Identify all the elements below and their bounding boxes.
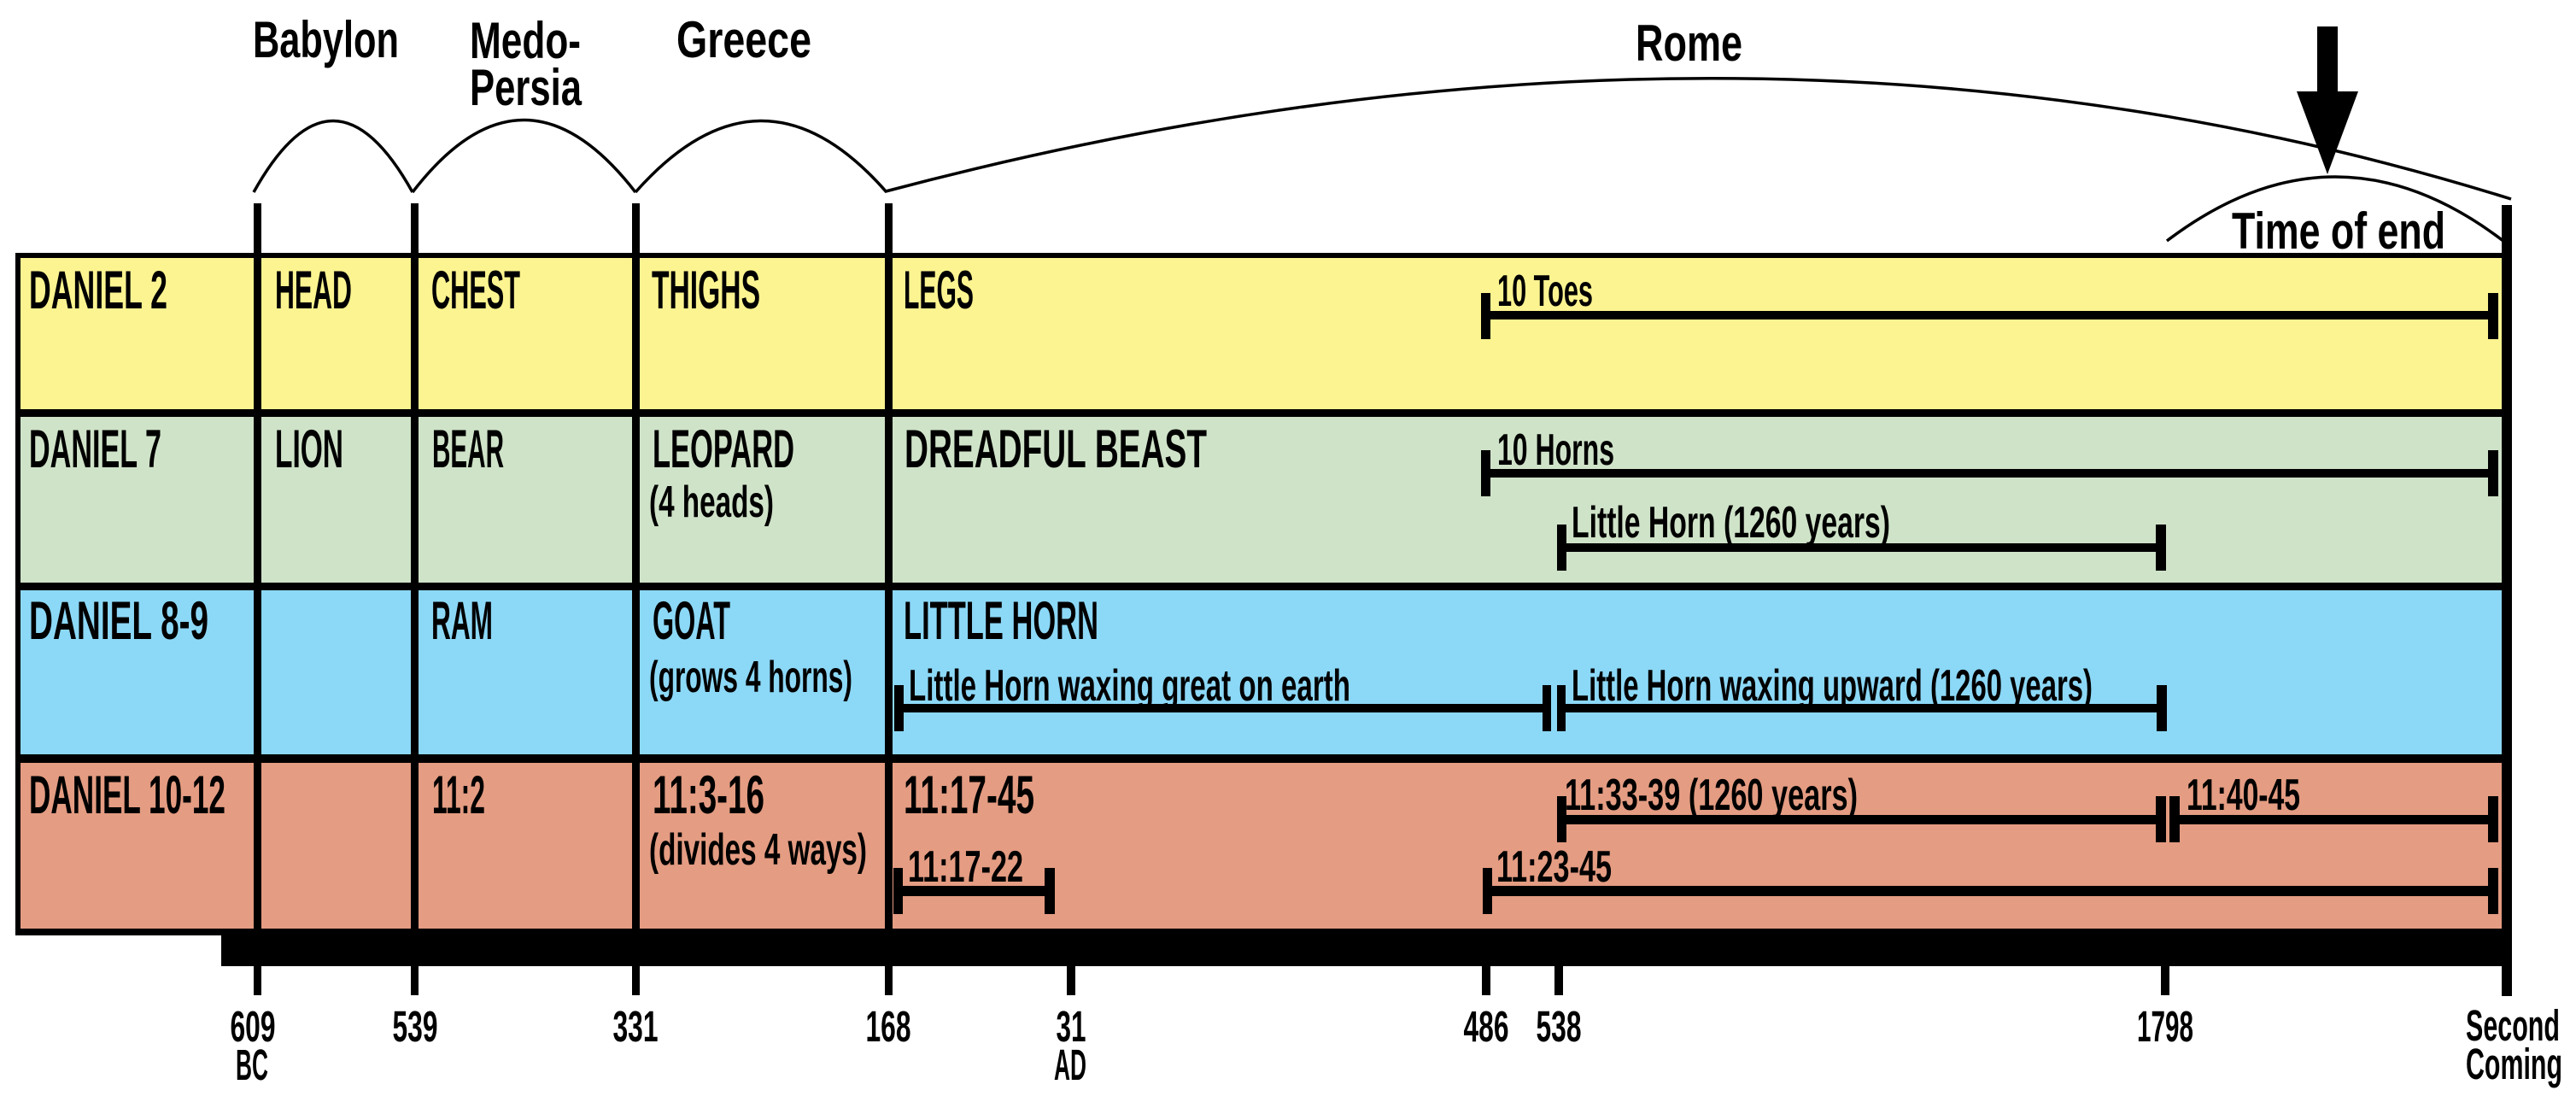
svg-text:(4 heads): (4 heads) <box>649 478 774 527</box>
svg-text:11:3-16: 11:3-16 <box>653 765 764 825</box>
svg-text:HEAD: HEAD <box>275 261 352 320</box>
svg-text:Time of end: Time of end <box>2232 202 2445 260</box>
svg-text:RAM: RAM <box>431 591 493 651</box>
svg-text:11:23-45: 11:23-45 <box>1496 842 1612 892</box>
svg-text:DANIEL 8-9: DANIEL 8-9 <box>29 591 208 651</box>
svg-text:Babylon: Babylon <box>253 11 399 68</box>
svg-text:168: 168 <box>866 1002 911 1051</box>
svg-text:DANIEL 7: DANIEL 7 <box>29 419 161 479</box>
svg-text:(divides 4 ways): (divides 4 ways) <box>649 825 867 875</box>
svg-text:11:17-22: 11:17-22 <box>908 842 1023 892</box>
svg-text:BEAR: BEAR <box>432 419 504 479</box>
svg-text:Greece: Greece <box>676 11 811 68</box>
svg-text:11:40-45: 11:40-45 <box>2187 771 2300 820</box>
svg-text:CHEST: CHEST <box>431 261 520 320</box>
svg-text:Little Horn waxing upward (126: Little Horn waxing upward (1260 years) <box>1572 661 2093 711</box>
svg-text:Medo-: Medo- <box>470 12 581 69</box>
svg-text:609: 609 <box>231 1002 276 1051</box>
svg-text:1798: 1798 <box>2137 1002 2193 1051</box>
svg-text:31: 31 <box>1057 1002 1086 1051</box>
svg-text:GOAT: GOAT <box>653 591 730 651</box>
svg-text:331: 331 <box>613 1002 659 1051</box>
svg-text:AD: AD <box>1054 1040 1086 1089</box>
svg-text:11:2: 11:2 <box>432 765 485 825</box>
svg-text:Little Horn (1260 years): Little Horn (1260 years) <box>1572 498 1890 548</box>
svg-text:Second: Second <box>2466 1001 2560 1050</box>
svg-text:Little Horn waxing great on ea: Little Horn waxing great on earth <box>909 661 1350 711</box>
svg-text:DANIEL 2: DANIEL 2 <box>29 261 167 320</box>
svg-text:(grows 4 horns): (grows 4 horns) <box>649 653 852 702</box>
svg-text:DANIEL 10-12: DANIEL 10-12 <box>29 765 225 825</box>
svg-text:Persia: Persia <box>470 59 582 116</box>
svg-text:THIGHS: THIGHS <box>652 261 760 320</box>
svg-text:LEGS: LEGS <box>904 261 974 320</box>
svg-text:Coming: Coming <box>2466 1040 2562 1088</box>
svg-text:538: 538 <box>1537 1002 1582 1051</box>
svg-text:11:17-45: 11:17-45 <box>904 765 1034 825</box>
svg-text:11:33-39 (1260 years): 11:33-39 (1260 years) <box>1565 771 1858 820</box>
svg-text:LITTLE HORN: LITTLE HORN <box>904 591 1098 651</box>
svg-text:Rome: Rome <box>1636 15 1742 72</box>
svg-text:10 Horns: 10 Horns <box>1497 425 1614 475</box>
svg-text:486: 486 <box>1464 1002 1509 1051</box>
svg-text:LEOPARD: LEOPARD <box>653 419 794 479</box>
svg-text:LION: LION <box>275 419 343 479</box>
svg-text:539: 539 <box>393 1002 438 1051</box>
svg-text:DREADFUL BEAST: DREADFUL BEAST <box>905 419 1207 479</box>
svg-text:10 Toes: 10 Toes <box>1497 267 1593 316</box>
svg-text:BC: BC <box>236 1040 268 1089</box>
